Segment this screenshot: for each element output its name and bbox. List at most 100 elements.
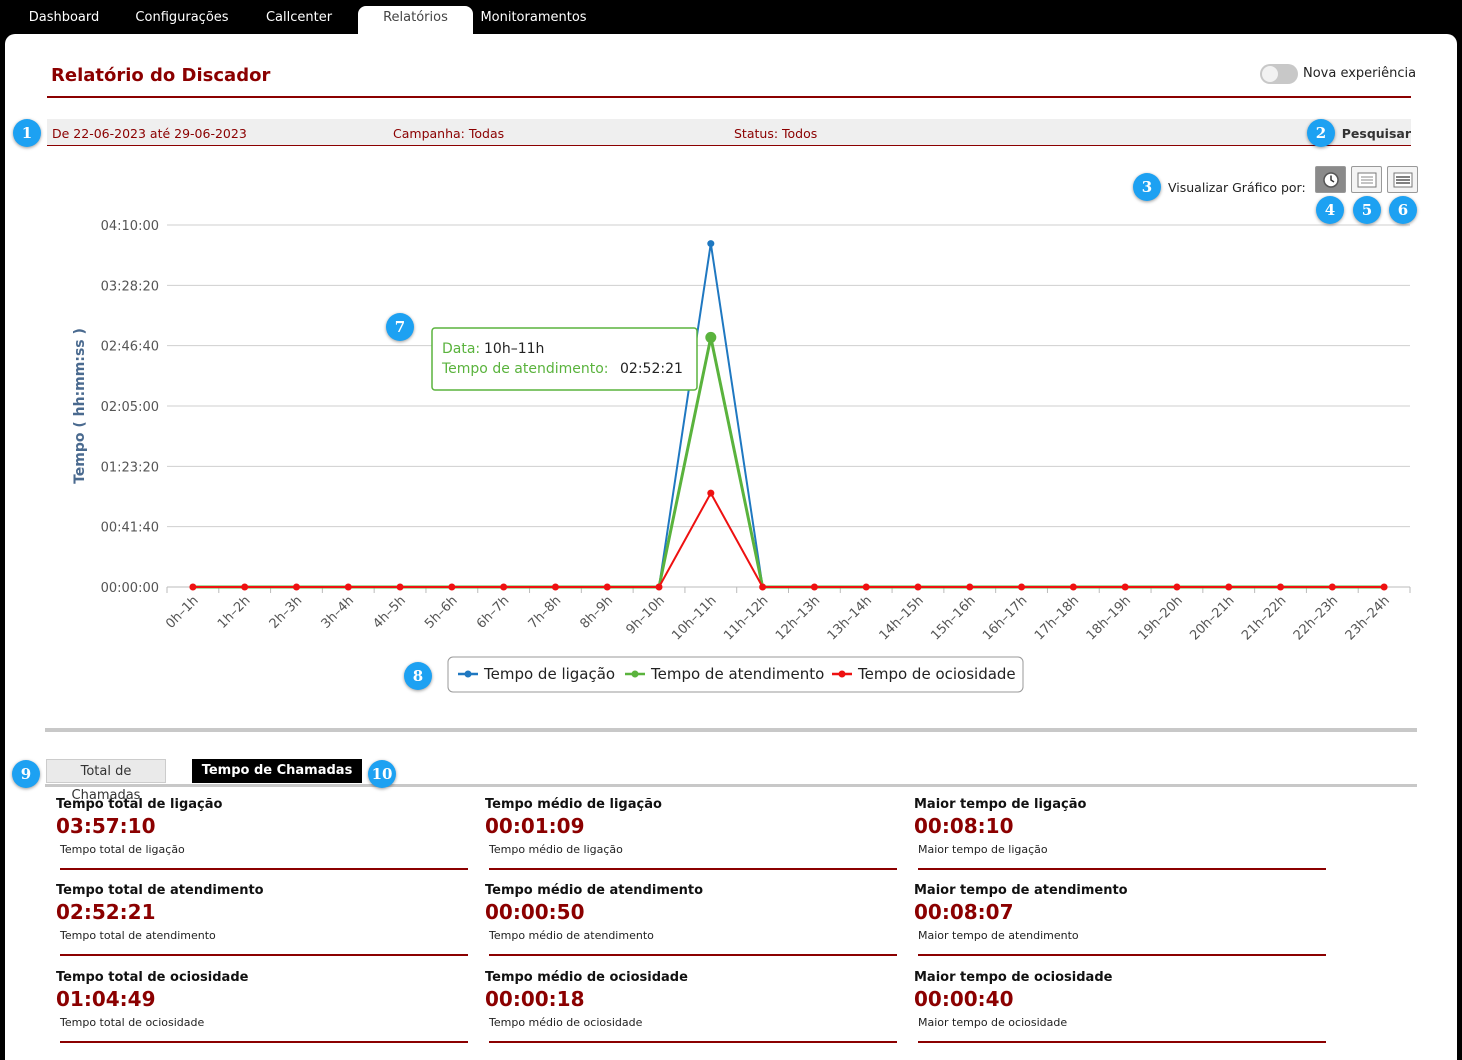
y-tick-label: 02:46:40	[101, 340, 159, 355]
data-point	[655, 583, 663, 591]
x-tick-label: 8h–9h	[577, 593, 616, 632]
x-tick-label: 5h–6h	[422, 593, 461, 632]
x-tick-label: 23h–24h	[1343, 593, 1393, 643]
y-tick-label: 00:00:00	[101, 581, 159, 596]
tab-total-de-chamadas[interactable]: Total de Chamadas	[46, 759, 166, 803]
tab-tempo-de-chamadas[interactable]: Tempo de Chamadas	[192, 759, 362, 783]
data-point	[241, 583, 249, 591]
callout-badge-4: 4	[1316, 196, 1344, 224]
data-point	[1173, 583, 1181, 591]
stat-label: Maior tempo de atendimento	[914, 883, 1128, 898]
tab-dashboard[interactable]: Dashboard	[28, 10, 100, 25]
search-button[interactable]: Pesquisar	[1341, 126, 1411, 141]
stat-maior-tempo-atendimento: Maior tempo de atendimento 00:08:07 Maio…	[914, 883, 1326, 963]
data-point	[1121, 583, 1129, 591]
data-point	[1018, 583, 1026, 591]
stat-label: Maior tempo de ociosidade	[914, 970, 1113, 985]
x-tick-label: 15h–16h	[928, 593, 978, 643]
stat-value: 00:00:18	[485, 987, 585, 1011]
stat-label: Tempo médio de ligação	[485, 797, 662, 812]
stat-caption: Maior tempo de ligação	[918, 843, 1048, 856]
y-tick-label: 02:05:00	[101, 400, 159, 415]
stat-label: Maior tempo de ligação	[914, 797, 1087, 812]
stat-tempo-total-ociosidade: Tempo total de ociosidade 01:04:49 Tempo…	[56, 970, 468, 1050]
call-time-chart: 00:00:00 00:41:40 01:23:20 02:05:00 02:46:40…	[72, 219, 1411, 693]
tab-relatorios[interactable]: Relatórios	[358, 6, 473, 36]
stat-rule	[489, 1041, 897, 1043]
data-point	[1380, 583, 1388, 591]
view-by-table-button[interactable]	[1387, 166, 1418, 193]
y-tick-label: 03:28:20	[101, 279, 159, 294]
x-tick-label: 21h–22h	[1239, 593, 1289, 643]
series-line	[192, 337, 1385, 589]
callout-badge-8: 8	[404, 662, 432, 690]
tooltip-series-value: 02:52:21	[620, 361, 683, 377]
data-point	[1225, 583, 1233, 591]
legend-label: Tempo de ligação	[483, 665, 615, 683]
y-axis-title: Tempo ( hh:mm:ss )	[72, 328, 88, 484]
stat-tempo-total-atendimento: Tempo total de atendimento 02:52:21 Temp…	[56, 883, 468, 963]
tooltip-data-value: 10h–11h	[484, 341, 544, 357]
stat-label: Tempo médio de ociosidade	[485, 970, 688, 985]
filter-bar[interactable]: De 22-06-2023 até 29-06-2023 Campanha: T…	[47, 119, 1411, 146]
legend-swatch-dot	[464, 670, 472, 678]
new-experience-toggle[interactable]	[1260, 64, 1298, 84]
stat-label: Tempo médio de atendimento	[485, 883, 704, 898]
data-point	[810, 583, 818, 591]
stat-rule	[918, 954, 1326, 956]
view-by-label: Visualizar Gráfico por:	[1168, 180, 1306, 195]
x-tick-label: 3h–4h	[319, 593, 358, 632]
x-tick-label: 12h–13h	[773, 593, 823, 643]
x-tick-label: 14h–15h	[877, 593, 927, 643]
x-tick-label: 17h–18h	[1032, 593, 1082, 643]
stat-maior-tempo-ligacao: Maior tempo de ligação 00:08:10 Maior te…	[914, 797, 1326, 877]
stat-caption: Tempo total de ligação	[60, 843, 185, 856]
stat-tempo-medio-ociosidade: Tempo médio de ociosidade 00:00:18 Tempo…	[485, 970, 897, 1050]
stat-caption: Tempo médio de atendimento	[489, 929, 654, 942]
y-tick-label: 04:10:00	[101, 219, 159, 234]
stat-label: Tempo total de ligação	[56, 797, 223, 812]
tab-monitoramentos[interactable]: Monitoramentos	[480, 10, 587, 25]
callout-badge-5: 5	[1353, 196, 1381, 224]
x-tick-label: 1h–2h	[215, 593, 254, 632]
stat-rule	[60, 954, 468, 956]
table-view-icon	[1393, 172, 1412, 187]
page-title: Relatório do Discador	[51, 65, 271, 86]
chart-legend	[447, 656, 1024, 693]
data-point	[1069, 583, 1077, 591]
stat-value: 03:57:10	[56, 814, 156, 838]
callout-badge-3: 3	[1133, 173, 1161, 201]
legend-swatch-dot	[631, 670, 639, 678]
stat-rule	[489, 868, 897, 870]
view-by-clock-button[interactable]	[1315, 166, 1346, 193]
tab-configuracoes[interactable]: Configurações	[135, 10, 229, 25]
data-point	[396, 583, 404, 591]
stat-rule	[918, 868, 1326, 870]
stat-value: 00:08:07	[914, 900, 1014, 924]
chart-tooltip	[431, 327, 698, 391]
x-tick-label: 18h–19h	[1084, 593, 1134, 643]
stat-value: 00:00:50	[485, 900, 585, 924]
data-point	[344, 583, 352, 591]
filter-campaign: Campanha: Todas	[393, 126, 505, 141]
data-point	[500, 583, 508, 591]
stat-value: 02:52:21	[56, 900, 156, 924]
data-point	[759, 583, 767, 591]
view-by-list-button[interactable]	[1351, 166, 1382, 193]
tab-callcenter[interactable]: Callcenter	[265, 10, 333, 25]
data-point	[862, 583, 870, 591]
list-view-icon	[1357, 172, 1376, 187]
data-point	[292, 583, 300, 591]
x-tick-label: 9h–10h	[623, 593, 667, 637]
title-divider	[47, 96, 1411, 98]
stat-rule	[60, 1041, 468, 1043]
callout-badge-6: 6	[1389, 196, 1417, 224]
x-tick-label: 4h–5h	[370, 593, 409, 632]
series-line	[192, 243, 1385, 588]
toggle-knob	[1262, 66, 1278, 82]
stat-rule	[60, 868, 468, 870]
callout-badge-2: 2	[1307, 119, 1335, 147]
data-point	[1277, 583, 1285, 591]
data-point	[914, 583, 922, 591]
x-tick-label: 10h–11h	[669, 593, 719, 643]
